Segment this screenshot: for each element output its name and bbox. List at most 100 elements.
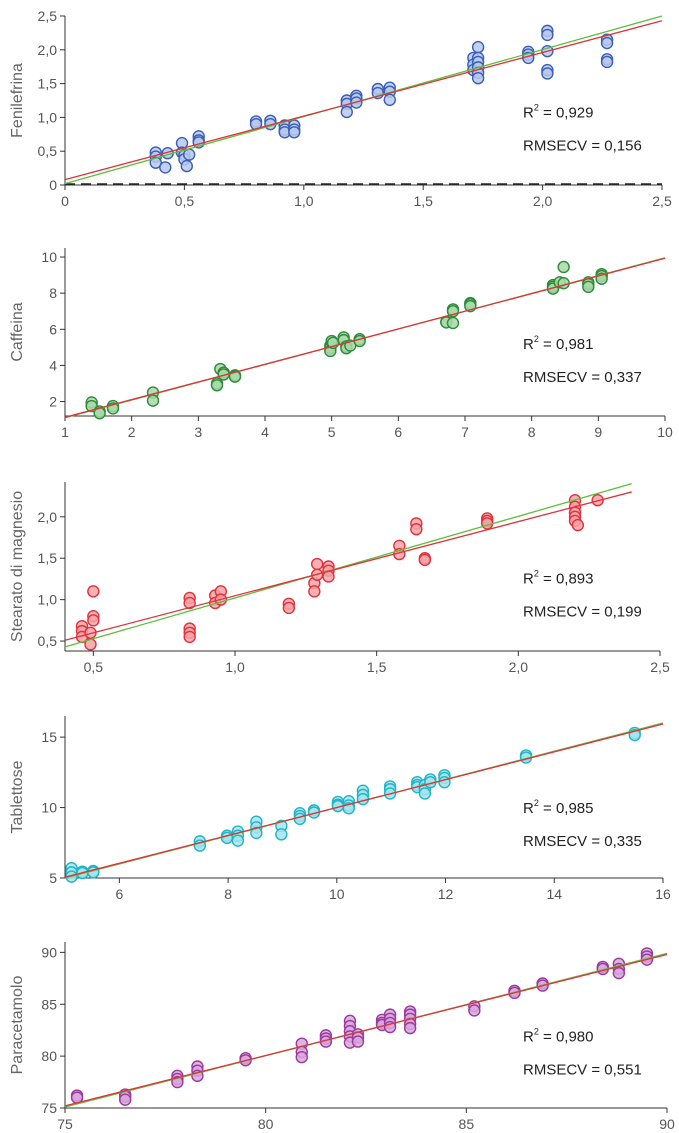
- x-tick-label: 85: [459, 1116, 475, 1132]
- rmsecv-annotation: RMSECV = 0,551: [523, 1062, 642, 1079]
- r2-label: R: [523, 800, 534, 817]
- data-point: [471, 40, 485, 54]
- r2-superscript: 2: [534, 568, 539, 578]
- data-point: [541, 67, 554, 80]
- data-point: [600, 55, 614, 69]
- r2-value: = 0,985: [539, 800, 594, 817]
- y-tick-label: 6: [49, 321, 57, 337]
- data-point: [468, 1004, 481, 1017]
- data-point: [471, 71, 485, 85]
- r2-superscript: 2: [534, 1027, 539, 1037]
- r2-superscript: 2: [534, 334, 539, 344]
- data-point: [356, 792, 370, 806]
- data-point: [310, 557, 324, 571]
- r2-annotation: R2 = 0,893: [523, 568, 594, 587]
- x-tick-label: 16: [655, 886, 671, 902]
- y-tick-label: 4: [49, 357, 57, 373]
- x-tick-label: 7: [461, 424, 469, 440]
- y-tick-label: 0: [49, 177, 57, 193]
- chart-panel-5: 75 80 85 90 75 80 85 90 Paracetamolo R2 = 0,980 RM…: [9, 942, 675, 1132]
- r2-annotation: R2 = 0,985: [523, 798, 594, 817]
- data-point: [480, 517, 494, 530]
- y-axis-label: Tablettose: [9, 760, 26, 833]
- x-tick-label: 10: [657, 424, 673, 440]
- x-tick-label: 8: [528, 424, 536, 440]
- data-point: [149, 156, 162, 169]
- r2-value: = 0,893: [539, 570, 594, 587]
- data-point: [275, 828, 288, 841]
- x-tick-label: 2: [128, 424, 136, 440]
- x-tick-label: 1,5: [413, 193, 433, 209]
- data-point: [210, 379, 224, 392]
- data-point: [295, 1050, 308, 1064]
- data-point: [418, 553, 432, 567]
- y-tick-label: 80: [41, 1048, 57, 1064]
- chart-panel-4: 6 8 10 12 14 16 5 10 15 Tablettose R2 = 0,985 RMSEC…: [9, 716, 671, 902]
- rmsecv-annotation: RMSECV = 0,156: [523, 137, 642, 154]
- y-tick-label: 2,0: [38, 42, 58, 58]
- r2-value: = 0,981: [539, 336, 594, 353]
- data-point: [282, 601, 296, 615]
- data-point: [353, 334, 366, 348]
- data-point: [612, 966, 626, 980]
- x-tick-label: 2,0: [533, 193, 553, 209]
- r2-superscript: 2: [534, 798, 539, 808]
- x-tick-label: 4: [261, 424, 269, 440]
- data-point: [182, 148, 196, 161]
- data-point: [340, 105, 353, 119]
- r2-value: = 0,980: [539, 1029, 594, 1046]
- data-point: [403, 1021, 417, 1035]
- r2-annotation: R2 = 0,981: [523, 334, 594, 353]
- y-axis-label: Paracetamolo: [9, 976, 26, 1075]
- x-tick-label: 90: [659, 1116, 675, 1132]
- y-axis-label: Caffeina: [9, 302, 26, 361]
- x-tick-label: 2,0: [509, 659, 529, 675]
- x-tick-label: 3: [194, 424, 202, 440]
- data-point: [87, 614, 100, 627]
- x-tick-label: 80: [258, 1116, 274, 1132]
- x-tick-label: 8: [224, 886, 232, 902]
- y-axis-label: Stearato di magnesio: [9, 491, 26, 642]
- data-point: [600, 36, 614, 50]
- data-point: [183, 630, 196, 644]
- data-point: [250, 826, 263, 840]
- data-point: [351, 1035, 365, 1048]
- rmsecv-annotation: RMSECV = 0,199: [523, 603, 642, 620]
- x-tick-label: 10: [329, 886, 345, 902]
- r2-label: R: [523, 570, 534, 587]
- data-point: [288, 126, 301, 139]
- y-tick-label: 2,5: [38, 8, 58, 24]
- chart-panel-1: 0 0,5 1,0 1,5 2,0 2,5 0 0,5 1,0 1,5 2,0 2,5 Fenilefr…: [9, 8, 672, 209]
- data-point: [571, 518, 585, 532]
- data-point: [228, 370, 242, 383]
- data-point: [557, 260, 570, 274]
- x-tick-label: 2,5: [652, 193, 672, 209]
- fit-line: [64, 723, 664, 878]
- data-point: [418, 787, 432, 800]
- y-tick-label: 0,5: [38, 633, 58, 649]
- x-tick-label: 1,0: [225, 659, 245, 675]
- data-point: [87, 585, 100, 598]
- y-tick-label: 2,0: [38, 509, 58, 525]
- r2-label: R: [523, 1029, 534, 1046]
- y-tick-label: 1,5: [38, 76, 58, 92]
- data-point: [446, 316, 460, 330]
- data-point: [293, 812, 307, 826]
- y-tick-label: 10: [41, 800, 57, 816]
- data-point: [410, 523, 423, 536]
- y-tick-label: 10: [41, 249, 57, 265]
- r2-superscript: 2: [534, 102, 539, 112]
- y-tick-label: 1,0: [38, 109, 58, 125]
- y-tick-label: 75: [41, 1100, 57, 1116]
- data-point: [231, 834, 245, 847]
- y-axis-label: Fenilefrina: [9, 63, 26, 138]
- x-tick-label: 12: [438, 886, 454, 902]
- x-tick-label: 1: [61, 424, 69, 440]
- y-tick-label: 90: [41, 944, 57, 960]
- x-tick-label: 6: [394, 424, 402, 440]
- fit-line: [64, 257, 666, 418]
- data-point: [220, 831, 234, 845]
- r2-value: = 0,929: [539, 104, 594, 121]
